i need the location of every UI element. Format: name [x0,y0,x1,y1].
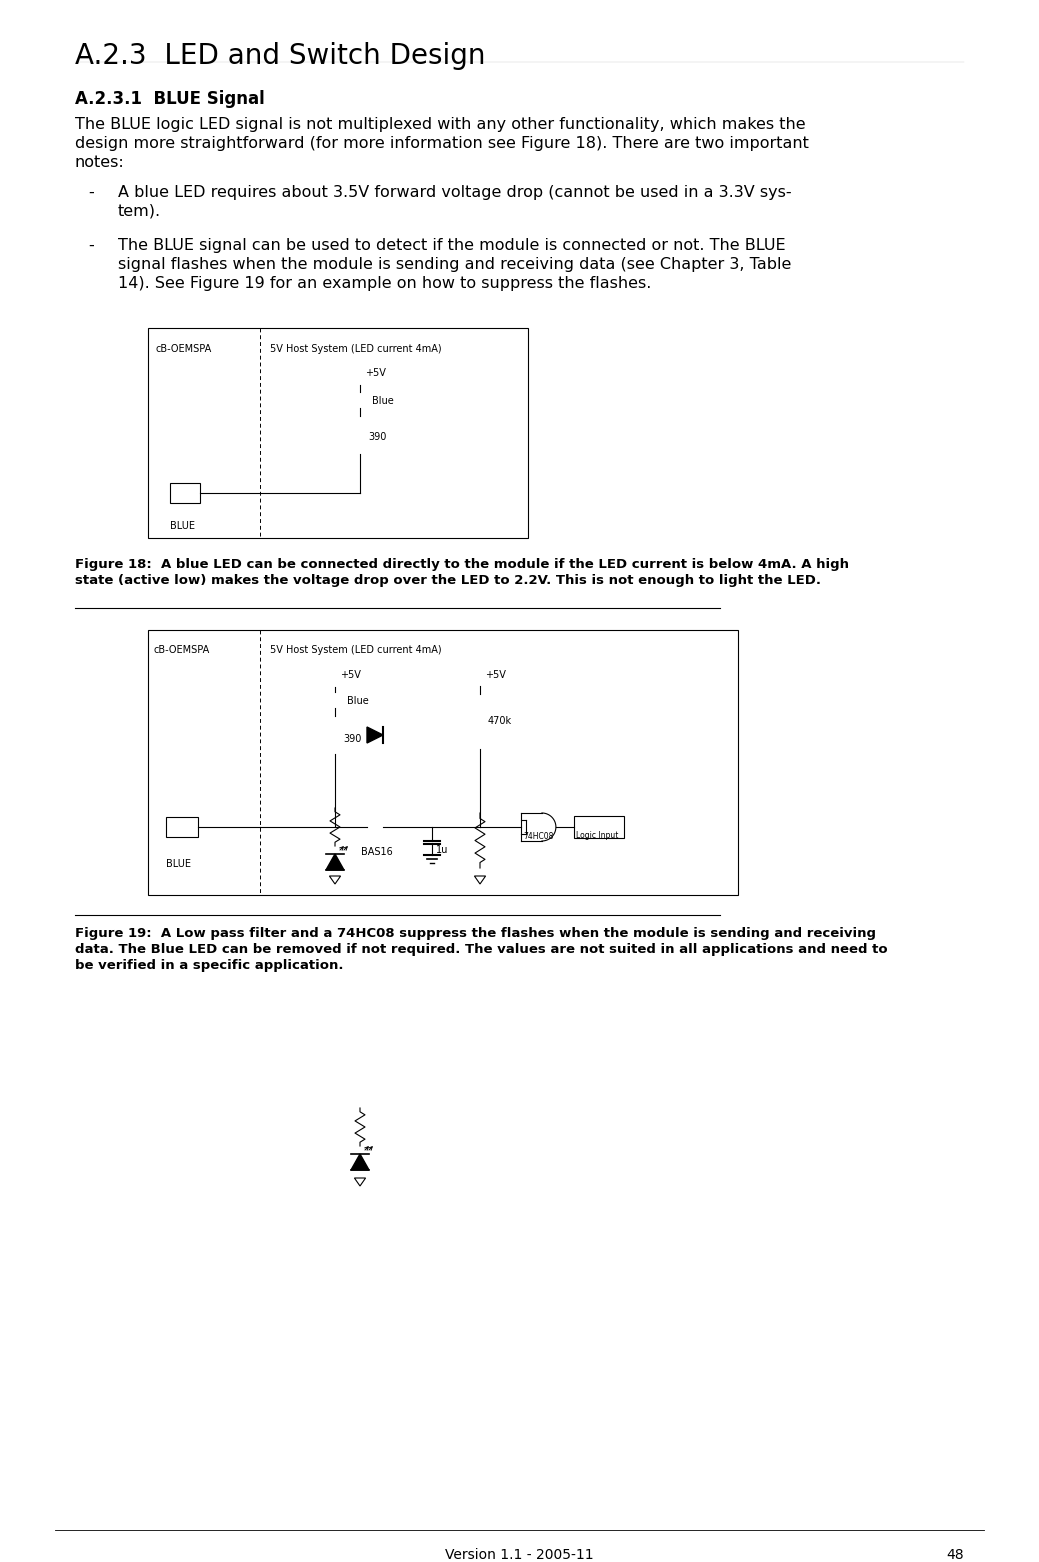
Text: +5V: +5V [485,670,506,679]
Text: data. The Blue LED can be removed if not required. The values are not suited in : data. The Blue LED can be removed if not… [75,943,887,956]
Text: 390: 390 [368,433,387,442]
Text: BAS16: BAS16 [361,847,393,858]
Text: 74HC08: 74HC08 [523,833,554,840]
Text: A blue LED requires about 3.5V forward voltage drop (cannot be used in a 3.3V sy: A blue LED requires about 3.5V forward v… [118,184,792,200]
Bar [166,817,198,837]
Bar [148,328,528,537]
Text: Blue: Blue [347,697,369,706]
Text: 390: 390 [343,734,362,744]
Text: notes:: notes: [75,155,125,170]
Polygon shape [351,1154,369,1170]
Text: +5V: +5V [365,369,385,378]
Text: 14). See Figure 19 for an example on how to suppress the flashes.: 14). See Figure 19 for an example on how… [118,276,651,291]
Text: design more straightforward (for more information see Figure 18). There are two : design more straightforward (for more in… [75,136,809,152]
Text: BLUE: BLUE [170,522,195,531]
Bar [170,483,199,503]
Text: A.2.3.1  BLUE Signal: A.2.3.1 BLUE Signal [75,91,265,108]
Text: The BLUE signal can be used to detect if the module is connected or not. The BLU: The BLUE signal can be used to detect if… [118,237,785,253]
Text: 5V Host System (LED current 4mA): 5V Host System (LED current 4mA) [270,344,442,355]
Bar [148,629,738,895]
Text: 470k: 470k [488,715,512,726]
Polygon shape [326,854,344,870]
Text: 5V Host System (LED current 4mA): 5V Host System (LED current 4mA) [270,645,442,654]
Text: signal flashes when the module is sending and receiving data (see Chapter 3, Tab: signal flashes when the module is sendin… [118,258,792,272]
Polygon shape [367,726,383,744]
Text: -: - [88,184,94,200]
Text: -: - [88,237,94,253]
Bar [574,815,623,837]
Text: 48: 48 [947,1548,964,1562]
Text: Logic Input: Logic Input [576,831,618,840]
Text: +5V: +5V [340,670,361,679]
Text: Figure 19:  A Low pass filter and a 74HC08 suppress the flashes when the module : Figure 19: A Low pass filter and a 74HC0… [75,926,876,940]
Text: tem).: tem). [118,205,161,219]
Text: cB-OEMSPA: cB-OEMSPA [156,344,212,355]
Text: A.2.3  LED and Switch Design: A.2.3 LED and Switch Design [75,42,485,70]
Text: state (active low) makes the voltage drop over the LED to 2.2V. This is not enou: state (active low) makes the voltage dro… [75,573,821,587]
Text: The BLUE logic LED signal is not multiplexed with any other functionality, which: The BLUE logic LED signal is not multipl… [75,117,805,133]
Text: Figure 18:  A blue LED can be connected directly to the module if the LED curren: Figure 18: A blue LED can be connected d… [75,558,849,572]
Text: BLUE: BLUE [166,859,191,868]
Text: Version 1.1 - 2005-11: Version 1.1 - 2005-11 [445,1548,593,1562]
Text: be verified in a specific application.: be verified in a specific application. [75,959,344,972]
Text: Blue: Blue [372,397,394,406]
Text: cB-OEMSPA: cB-OEMSPA [153,645,209,654]
Text: 1u: 1u [435,845,448,854]
